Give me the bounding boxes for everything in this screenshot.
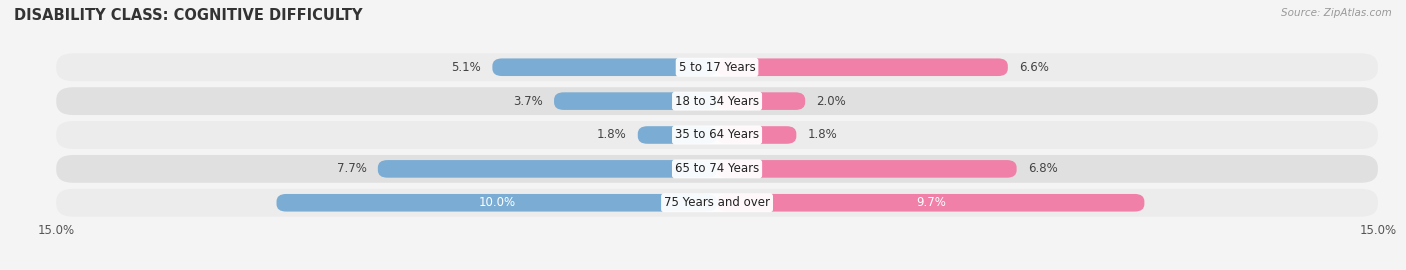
FancyBboxPatch shape (492, 58, 717, 76)
FancyBboxPatch shape (378, 160, 717, 178)
Text: 18 to 34 Years: 18 to 34 Years (675, 94, 759, 108)
Text: 3.7%: 3.7% (513, 94, 543, 108)
FancyBboxPatch shape (56, 189, 1378, 217)
FancyBboxPatch shape (717, 160, 1017, 178)
FancyBboxPatch shape (56, 87, 1378, 115)
Text: 10.0%: 10.0% (478, 196, 516, 209)
Text: 1.8%: 1.8% (807, 129, 837, 141)
FancyBboxPatch shape (56, 121, 1378, 149)
Text: 5 to 17 Years: 5 to 17 Years (679, 61, 755, 74)
FancyBboxPatch shape (717, 126, 796, 144)
FancyBboxPatch shape (277, 194, 717, 212)
Text: DISABILITY CLASS: COGNITIVE DIFFICULTY: DISABILITY CLASS: COGNITIVE DIFFICULTY (14, 8, 363, 23)
Text: 2.0%: 2.0% (815, 94, 846, 108)
Text: 9.7%: 9.7% (915, 196, 946, 209)
FancyBboxPatch shape (56, 53, 1378, 81)
FancyBboxPatch shape (56, 155, 1378, 183)
Text: 65 to 74 Years: 65 to 74 Years (675, 162, 759, 176)
FancyBboxPatch shape (717, 92, 806, 110)
FancyBboxPatch shape (717, 58, 1008, 76)
Text: 5.1%: 5.1% (451, 61, 481, 74)
Text: 1.8%: 1.8% (598, 129, 627, 141)
Text: 6.6%: 6.6% (1019, 61, 1049, 74)
FancyBboxPatch shape (554, 92, 717, 110)
Text: 6.8%: 6.8% (1028, 162, 1057, 176)
Text: 7.7%: 7.7% (337, 162, 367, 176)
Text: 75 Years and over: 75 Years and over (664, 196, 770, 209)
Text: 35 to 64 Years: 35 to 64 Years (675, 129, 759, 141)
Text: Source: ZipAtlas.com: Source: ZipAtlas.com (1281, 8, 1392, 18)
FancyBboxPatch shape (638, 126, 717, 144)
FancyBboxPatch shape (717, 194, 1144, 212)
